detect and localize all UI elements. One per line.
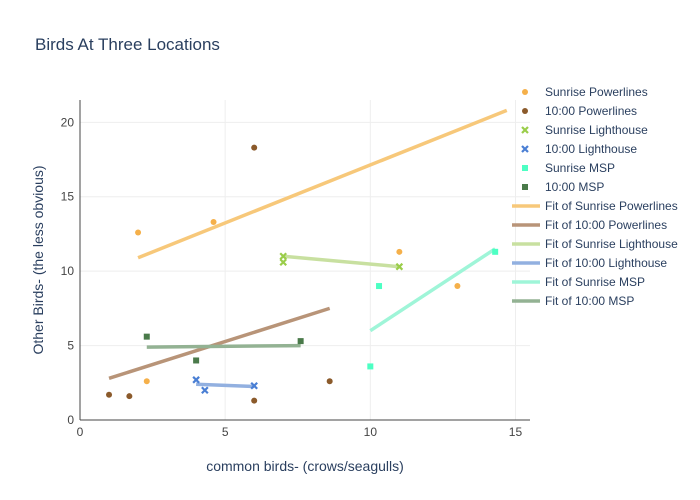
legend-item: Fit of Sunrise Lighthouse — [512, 237, 678, 251]
legend-label: Sunrise Lighthouse — [545, 123, 648, 137]
data-point — [367, 363, 374, 370]
legend-label: Fit of 10:00 MSP — [545, 294, 634, 308]
data-point — [279, 252, 288, 261]
data-point — [143, 378, 150, 385]
data-point — [395, 262, 404, 271]
legend-item: Sunrise Powerlines — [522, 85, 648, 99]
data-point — [106, 391, 113, 398]
data-point — [492, 248, 499, 255]
data-point — [193, 357, 200, 364]
fit-line — [283, 254, 400, 269]
data-point — [251, 397, 258, 404]
x-tick-label: 15 — [509, 425, 523, 439]
legend-item: Sunrise Lighthouse — [521, 123, 648, 137]
legend-label: 10:00 Lighthouse — [545, 142, 637, 156]
legend-label: Fit of Sunrise Powerlines — [545, 199, 678, 213]
legend-label: Fit of 10:00 Powerlines — [545, 218, 667, 232]
legend-marker — [522, 165, 528, 171]
legend-label: 10:00 Powerlines — [545, 104, 637, 118]
data-point — [210, 219, 217, 226]
legend-label: Fit of Sunrise Lighthouse — [545, 237, 678, 251]
data-point — [251, 144, 258, 151]
y-axis-title: Other Birds- (the less obvious) — [30, 165, 46, 354]
legend-label: Fit of Sunrise MSP — [545, 275, 645, 289]
data-point — [192, 376, 200, 384]
y-tick-label: 0 — [67, 413, 74, 427]
data-point — [143, 333, 150, 340]
x-tick-label: 10 — [364, 425, 378, 439]
legend-marker — [522, 184, 528, 190]
y-tick-label: 10 — [61, 264, 75, 278]
data-point — [126, 393, 133, 400]
legend-item: Sunrise MSP — [522, 161, 615, 175]
legend-item: Fit of 10:00 MSP — [512, 294, 634, 308]
y-tick-label: 5 — [67, 339, 74, 353]
data-point — [326, 378, 333, 385]
legend: Sunrise Powerlines 10:00 Powerlines Sunris… — [512, 85, 678, 308]
fit-line — [369, 247, 497, 333]
y-tick-label: 15 — [61, 190, 75, 204]
legend-marker — [522, 89, 528, 95]
legend-label: Fit of 10:00 Lighthouse — [545, 256, 667, 270]
data-point — [297, 338, 304, 345]
x-tick-label: 5 — [222, 425, 229, 439]
fit-line — [146, 343, 301, 349]
y-tick-label: 20 — [61, 115, 75, 129]
data-point — [279, 258, 288, 267]
fit-line — [108, 306, 331, 380]
legend-item: Fit of 10:00 Lighthouse — [512, 256, 667, 270]
legend-item: Fit of 10:00 Powerlines — [512, 218, 667, 232]
legend-item: Fit of Sunrise Powerlines — [512, 199, 678, 213]
data-point — [376, 283, 383, 290]
data-point — [201, 386, 209, 395]
legend-label: Sunrise MSP — [545, 161, 615, 175]
data-point — [135, 229, 142, 236]
fit-line — [137, 108, 508, 260]
legend-item: 10:00 Powerlines — [522, 104, 637, 118]
data-point — [250, 381, 258, 390]
legend-marker — [521, 145, 529, 153]
legend-label: Sunrise Powerlines — [545, 85, 648, 99]
data-point — [454, 283, 461, 290]
legend-label: 10:00 MSP — [545, 180, 604, 194]
legend-item: Fit of Sunrise MSP — [512, 275, 645, 289]
plot-area: 0 5 10 15 20 0 5 10 15 — [61, 100, 530, 439]
fit-line — [196, 382, 255, 389]
legend-marker — [521, 126, 529, 134]
data-point — [396, 248, 403, 255]
chart-title: Birds At Three Locations — [35, 35, 220, 54]
legend-item: 10:00 MSP — [522, 180, 604, 194]
legend-item: 10:00 Lighthouse — [521, 142, 637, 156]
x-tick-label: 0 — [77, 425, 84, 439]
legend-marker — [522, 108, 528, 114]
x-axis-title: common birds- (crows/seagulls) — [206, 458, 404, 474]
